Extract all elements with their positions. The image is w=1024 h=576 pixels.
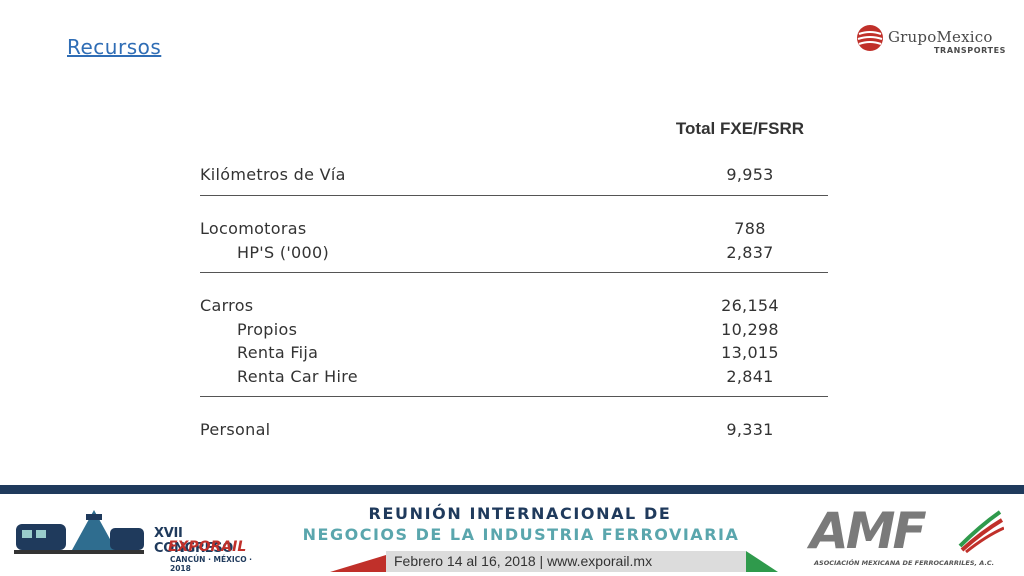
table-row: HP'S ('000) 2,837 [200, 243, 828, 267]
row-label: Kilómetros de Vía [200, 165, 346, 184]
row-value: 26,154 [721, 296, 779, 315]
table-group: Kilómetros de Vía 9,953 [200, 165, 828, 189]
grupo-mexico-logo: GrupoMexico TRANSPORTES [856, 22, 1005, 58]
row-value: 13,015 [721, 343, 779, 362]
row-value: 9,953 [726, 165, 774, 184]
table-row: Carros 26,154 [200, 296, 828, 320]
amf-subtitle: ASOCIACIÓN MEXICANA DE FERROCARRILES, A.… [814, 559, 995, 567]
page-title: Recursos [67, 35, 162, 59]
table-group: Personal 9,331 [200, 420, 828, 444]
table-row: Propios 10,298 [200, 320, 828, 344]
amf-flag-icon [958, 510, 1004, 554]
row-separator [200, 272, 828, 273]
exporail-logo: XVII CONGRESO EXPORAIL CANCÚN · MÉXICO ·… [14, 504, 264, 573]
table-row: Personal 9,331 [200, 420, 828, 444]
headline-line2: NEGOCIOS DE LA INDUSTRIA FERROVIARIA [302, 525, 740, 544]
footer-banner: XVII CONGRESO EXPORAIL CANCÚN · MÉXICO ·… [0, 494, 1024, 576]
table-row: Locomotoras 788 [200, 219, 828, 243]
row-label: Carros [200, 296, 254, 315]
row-label: Personal [200, 420, 271, 439]
row-value: 10,298 [721, 319, 779, 339]
row-value: 2,837 [726, 242, 774, 262]
event-dates: Febrero 14 al 16, 2018 | www.exporail.mx [386, 551, 746, 572]
company-name: GrupoMexico [888, 28, 993, 46]
row-value: 788 [734, 219, 766, 238]
amf-logo: AMF ASOCIACIÓN MEXICANA DE FERROCARRILES… [806, 502, 1006, 572]
row-label: Renta Fija [237, 343, 319, 362]
grupo-mexico-logo-icon [857, 25, 883, 51]
column-header: Total FXE/FSRR [675, 119, 805, 138]
exporail-line2: EXPORAIL [168, 539, 247, 555]
table-row: Renta Fija 13,015 [200, 343, 828, 367]
headline-line1: REUNIÓN INTERNACIONAL DE [368, 504, 672, 523]
row-separator [200, 195, 828, 196]
exporail-line3: CANCÚN · MÉXICO · 2018 [170, 555, 253, 573]
row-value: 2,841 [726, 366, 774, 386]
row-label: Propios [237, 319, 298, 339]
train-pyramid-icon [14, 510, 144, 554]
company-subtitle: TRANSPORTES [934, 46, 1007, 55]
red-stripe-decoration [330, 555, 386, 572]
green-stripe-decoration [746, 551, 778, 572]
table-row: Kilómetros de Vía 9,953 [200, 165, 828, 189]
footer-bar [0, 485, 1024, 494]
row-separator [200, 396, 828, 397]
table-group: Locomotoras 788 HP'S ('000) 2,837 [200, 219, 828, 266]
table-group: Carros 26,154 Propios 10,298 Renta Fija … [200, 296, 828, 390]
row-label: Locomotoras [200, 219, 307, 238]
amf-text: AMF [810, 502, 927, 560]
exporail-line1: XVII CONGRESO [154, 526, 234, 556]
row-label: HP'S ('000) [237, 242, 330, 262]
row-value: 9,331 [726, 420, 774, 439]
table-row: Renta Car Hire 2,841 [200, 367, 828, 391]
row-label: Renta Car Hire [237, 366, 358, 386]
